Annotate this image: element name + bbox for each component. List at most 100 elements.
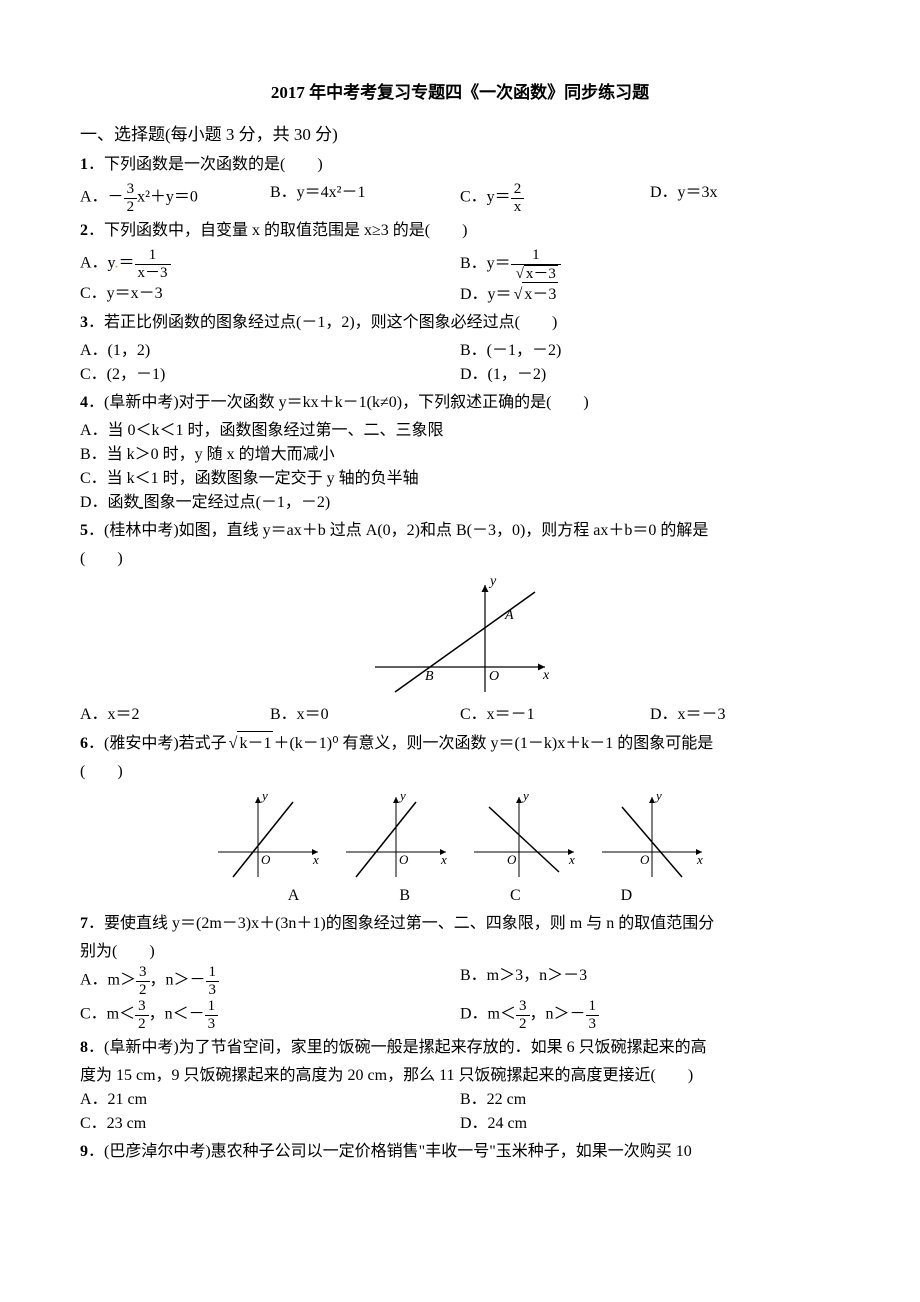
q3-opt-d: D．(1，－2): [460, 363, 840, 387]
q7-cont: 别为( ): [80, 940, 840, 964]
svg-text:O: O: [261, 852, 271, 867]
q7-number: 7: [80, 915, 88, 932]
svg-text:x: x: [312, 852, 319, 867]
q2-opt-c: C．y＝x－3: [80, 282, 460, 307]
q5-text: ．(桂林中考)如图，直线 y＝ax＋b 过点 A(0，2)和点 B(－3，0)，…: [88, 522, 708, 539]
q2-options-row1: A．y.＝1x－3 B．y＝1x－3: [80, 247, 840, 282]
fraction: 32: [135, 998, 149, 1032]
line-graph-icon: y x O A B: [365, 577, 555, 697]
q3-opt-b: B．(－1，－2): [460, 339, 840, 363]
svg-text:A: A: [504, 608, 514, 623]
q7-text: ．要使直线 y＝(2m－3)x＋(3n＋1)的图象经过第一、二、四象限，则 m …: [88, 915, 714, 932]
question-5: 5．(桂林中考)如图，直线 y＝ax＋b 过点 A(0，2)和点 B(－3，0)…: [80, 519, 840, 543]
q1-options: A．－32x²＋y＝0 B．y＝4x²－1 C．y＝2x D．y＝3x: [80, 181, 840, 215]
q6-labels: A B C D: [80, 884, 840, 908]
fraction: 32: [516, 998, 530, 1032]
svg-text:x: x: [440, 852, 447, 867]
q7-opt-c: C．m＜32，n＜－13: [80, 998, 460, 1032]
svg-text:O: O: [507, 852, 517, 867]
q5-figure: y x O A B: [80, 577, 840, 697]
q6-label-d: D: [621, 884, 633, 908]
svg-text:y: y: [398, 792, 406, 803]
q2-text: ．下列函数中，自变量 x 的取值范围是 x≥3 的是( ): [88, 222, 467, 239]
q1-opt-c: C．y＝2x: [460, 181, 650, 215]
q1-text: ．下列函数是一次函数的是( ): [88, 156, 323, 173]
q3-text: ．若正比例函数的图象经过点(－1，2)，则这个图象必经过点( ): [88, 314, 557, 331]
q1-opt-d: D．y＝3x: [650, 181, 840, 215]
q8-opt-a: A．21 cm: [80, 1088, 460, 1112]
q6-panel-d: y x O: [597, 792, 707, 882]
q4-text: ．(阜新中考)对于一次函数 y＝kx＋k－1(k≠0)，下列叙述正确的是( ): [88, 394, 589, 411]
q2-opt-d: D．y＝x－3: [460, 282, 840, 307]
svg-text:x: x: [542, 668, 550, 683]
q3-opt-c: C．(2，－1): [80, 363, 460, 387]
fraction: 13: [206, 964, 220, 998]
q4-number: 4: [80, 394, 88, 411]
svg-text:B: B: [425, 669, 434, 684]
svg-text:y: y: [260, 792, 268, 803]
svg-text:O: O: [640, 852, 650, 867]
sqrt: x－3: [514, 265, 558, 283]
q6-panel-a: y x O: [213, 792, 323, 882]
fraction: 13: [205, 998, 219, 1032]
q7-opt-d: D．m＜32，n＞－13: [460, 998, 840, 1032]
q1-opt-b: B．y＝4x²－1: [270, 181, 460, 215]
question-7: 7．要使直线 y＝(2m－3)x＋(3n＋1)的图象经过第一、二、四象限，则 m…: [80, 912, 840, 936]
q9-number: 9: [80, 1143, 88, 1160]
q6-label-a: A: [288, 884, 300, 908]
q2-opt-b: B．y＝1x－3: [460, 247, 840, 282]
q8-options: A．21 cm B．22 cm C．23 cm D．24 cm: [80, 1088, 840, 1136]
q3-number: 3: [80, 314, 88, 331]
q2-opt-a: A．y.＝1x－3: [80, 247, 460, 282]
section-1-heading: 一、选择题(每小题 3 分，共 30 分): [80, 122, 840, 148]
q5-options: A．x＝2 B．x＝0 C．x＝－1 D．x＝－3: [80, 703, 840, 727]
q8-opt-b: B．22 cm: [460, 1088, 840, 1112]
q5-opt-a: A．x＝2: [80, 703, 270, 727]
q4-opt-c: C．当 k＜1 时，函数图象一定交于 y 轴的负半轴: [80, 467, 840, 491]
q7-opt-b: B．m＞3，n＞－3: [460, 964, 840, 998]
q5-opt-d: D．x＝－3: [650, 703, 840, 727]
q5-paren: ( ): [80, 547, 840, 571]
q8-number: 8: [80, 1039, 88, 1056]
sqrt: k－1: [227, 731, 274, 756]
fraction: 32: [124, 181, 138, 215]
fraction: 1x－3: [135, 247, 171, 281]
fraction: 1x－3: [511, 247, 561, 282]
q2-number: 2: [80, 222, 88, 239]
question-6: 6．(雅安中考)若式子k－1＋(k－1)⁰ 有意义，则一次函数 y＝(1－k)x…: [80, 731, 840, 756]
svg-text:x: x: [568, 852, 575, 867]
q4-opt-a: A．当 0＜k＜1 时，函数图象经过第一、二、三象限: [80, 419, 840, 443]
q6-number: 6: [80, 735, 88, 752]
q3-opt-a: A．(1，2): [80, 339, 460, 363]
q6-panel-c: y x O: [469, 792, 579, 882]
q6-label-b: B: [399, 884, 410, 908]
question-9: 9．(巴彦淖尔中考)惠农种子公司以一定价格销售"丰收一号"玉米种子，如果一次购买…: [80, 1140, 840, 1164]
question-2: 2．下列函数中，自变量 x 的取值范围是 x≥3 的是( ): [80, 219, 840, 243]
q6-paren: ( ): [80, 760, 840, 784]
q4-opt-b: B．当 k＞0 时，y 随 x 的增大而减小: [80, 443, 840, 467]
svg-text:y: y: [488, 577, 497, 589]
q5-opt-c: C．x＝－1: [460, 703, 650, 727]
svg-text:y: y: [654, 792, 662, 803]
question-3: 3．若正比例函数的图象经过点(－1，2)，则这个图象必经过点( ): [80, 311, 840, 335]
q3-options: A．(1，2) B．(－1，－2) C．(2，－1) D．(1，－2): [80, 339, 840, 387]
q2-options-row2: C．y＝x－3 D．y＝x－3: [80, 282, 840, 307]
q7-opt-a: A．m＞32，n＞－13: [80, 964, 460, 998]
question-4: 4．(阜新中考)对于一次函数 y＝kx＋k－1(k≠0)，下列叙述正确的是( ): [80, 391, 840, 415]
q4-opt-d: D．函数 图象一定经过点(－1，－2): [80, 491, 840, 515]
svg-text:y: y: [521, 792, 529, 803]
sqrt: x－3: [512, 282, 559, 307]
question-8: 8．(阜新中考)为了节省空间，家里的饭碗一般是摞起来存放的．如果 6 只饭碗摞起…: [80, 1036, 840, 1060]
q8-opt-d: D．24 cm: [460, 1112, 840, 1136]
fraction: 32: [136, 964, 150, 998]
q1-number: 1: [80, 156, 88, 173]
q7-options-row2: C．m＜32，n＜－13 D．m＜32，n＞－13: [80, 998, 840, 1032]
q6-text-2: ＋(k－1)⁰ 有意义，则一次函数 y＝(1－k)x＋k－1 的图象可能是: [273, 735, 713, 752]
question-1: 1．下列函数是一次函数的是( ): [80, 153, 840, 177]
q1-opt-a: A．－32x²＋y＝0: [80, 181, 270, 215]
q7-options-row1: A．m＞32，n＞－13 B．m＞3，n＞－3: [80, 964, 840, 998]
q5-opt-b: B．x＝0: [270, 703, 460, 727]
page-title: 2017 年中考考复习专题四《一次函数》同步练习题: [80, 80, 840, 106]
dotted-underline: [140, 494, 144, 511]
q6-figures: y x O y x O y x O y x O: [80, 792, 840, 882]
